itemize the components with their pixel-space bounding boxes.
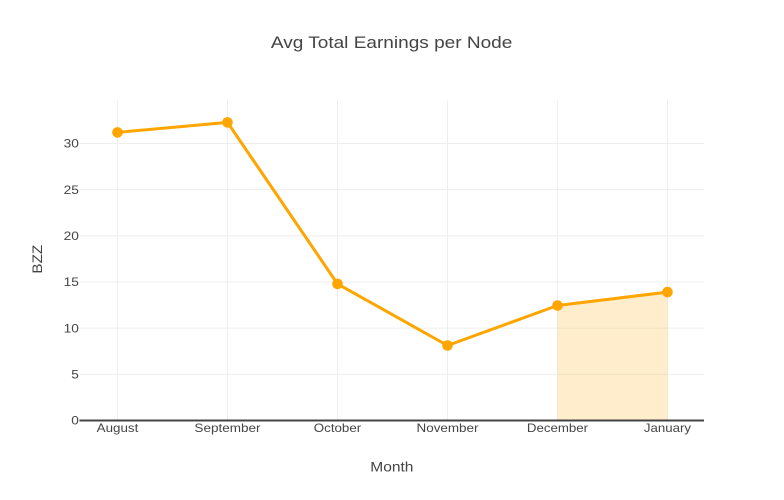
svg-text:15: 15	[64, 275, 80, 289]
svg-text:25: 25	[64, 183, 80, 197]
svg-text:January: January	[644, 421, 691, 435]
svg-text:October: October	[314, 421, 361, 435]
svg-text:Month: Month	[370, 459, 413, 475]
svg-text:December: December	[527, 421, 588, 435]
svg-text:10: 10	[64, 321, 80, 335]
svg-text:30: 30	[64, 137, 80, 151]
svg-text:20: 20	[64, 229, 80, 243]
svg-text:0: 0	[71, 414, 79, 428]
svg-text:August: August	[97, 421, 139, 435]
svg-text:Avg Total Earnings per Node: Avg Total Earnings per Node	[271, 33, 513, 52]
svg-text:5: 5	[71, 368, 79, 382]
svg-text:BZZ: BZZ	[29, 244, 45, 273]
svg-text:September: September	[194, 421, 260, 435]
svg-text:November: November	[417, 421, 479, 435]
